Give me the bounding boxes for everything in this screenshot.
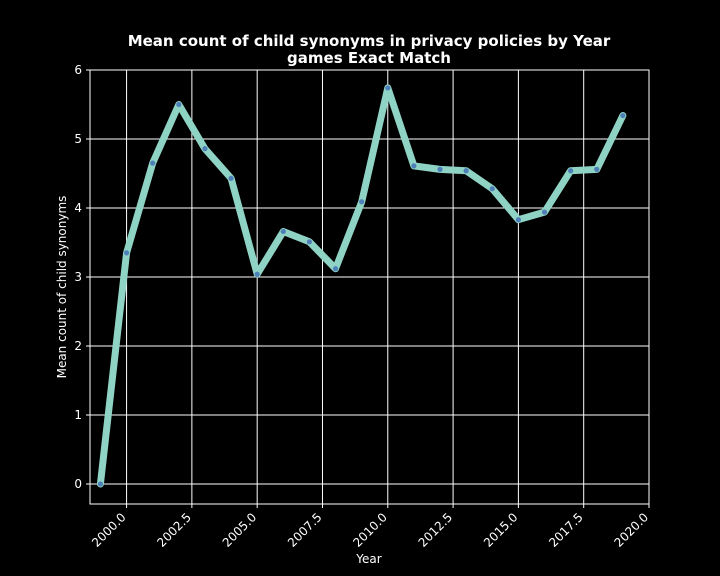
chart-subtitle: games Exact Match bbox=[287, 49, 451, 67]
data-point bbox=[306, 239, 313, 245]
data-point bbox=[489, 186, 495, 192]
data-point bbox=[97, 481, 104, 487]
y-tick-label: 0 bbox=[74, 477, 82, 491]
data-point bbox=[463, 168, 469, 174]
plot-frame bbox=[89, 69, 650, 505]
data-point bbox=[620, 112, 626, 119]
data-point bbox=[437, 166, 443, 172]
data-point bbox=[202, 146, 208, 152]
y-axis-label: Mean count of child synonyms bbox=[55, 196, 69, 379]
y-tick-label: 4 bbox=[74, 201, 82, 215]
data-point bbox=[254, 271, 260, 277]
data-point bbox=[515, 217, 521, 223]
data-point bbox=[359, 199, 365, 205]
x-axis-label: Year bbox=[355, 552, 381, 566]
data-point bbox=[228, 175, 234, 181]
data-point bbox=[594, 166, 600, 172]
chart-title: Mean count of child synonyms in privacy … bbox=[128, 32, 611, 50]
data-point bbox=[568, 168, 574, 174]
data-point bbox=[385, 85, 391, 91]
data-point bbox=[280, 228, 286, 235]
data-point bbox=[123, 250, 130, 256]
y-tick-label: 6 bbox=[74, 63, 82, 77]
data-point bbox=[176, 101, 182, 108]
y-tick-label: 3 bbox=[74, 270, 82, 284]
data-series bbox=[96, 84, 627, 488]
y-tick-label: 1 bbox=[74, 408, 82, 422]
data-point bbox=[332, 266, 339, 272]
y-tick-label: 5 bbox=[74, 132, 82, 146]
data-point bbox=[411, 163, 417, 169]
grid-lines bbox=[90, 69, 650, 504]
y-axis-ticks: 0 1 2 3 4 5 6 bbox=[74, 63, 90, 491]
y-tick-label: 2 bbox=[74, 339, 82, 353]
data-point bbox=[150, 160, 156, 166]
data-point bbox=[541, 209, 548, 215]
